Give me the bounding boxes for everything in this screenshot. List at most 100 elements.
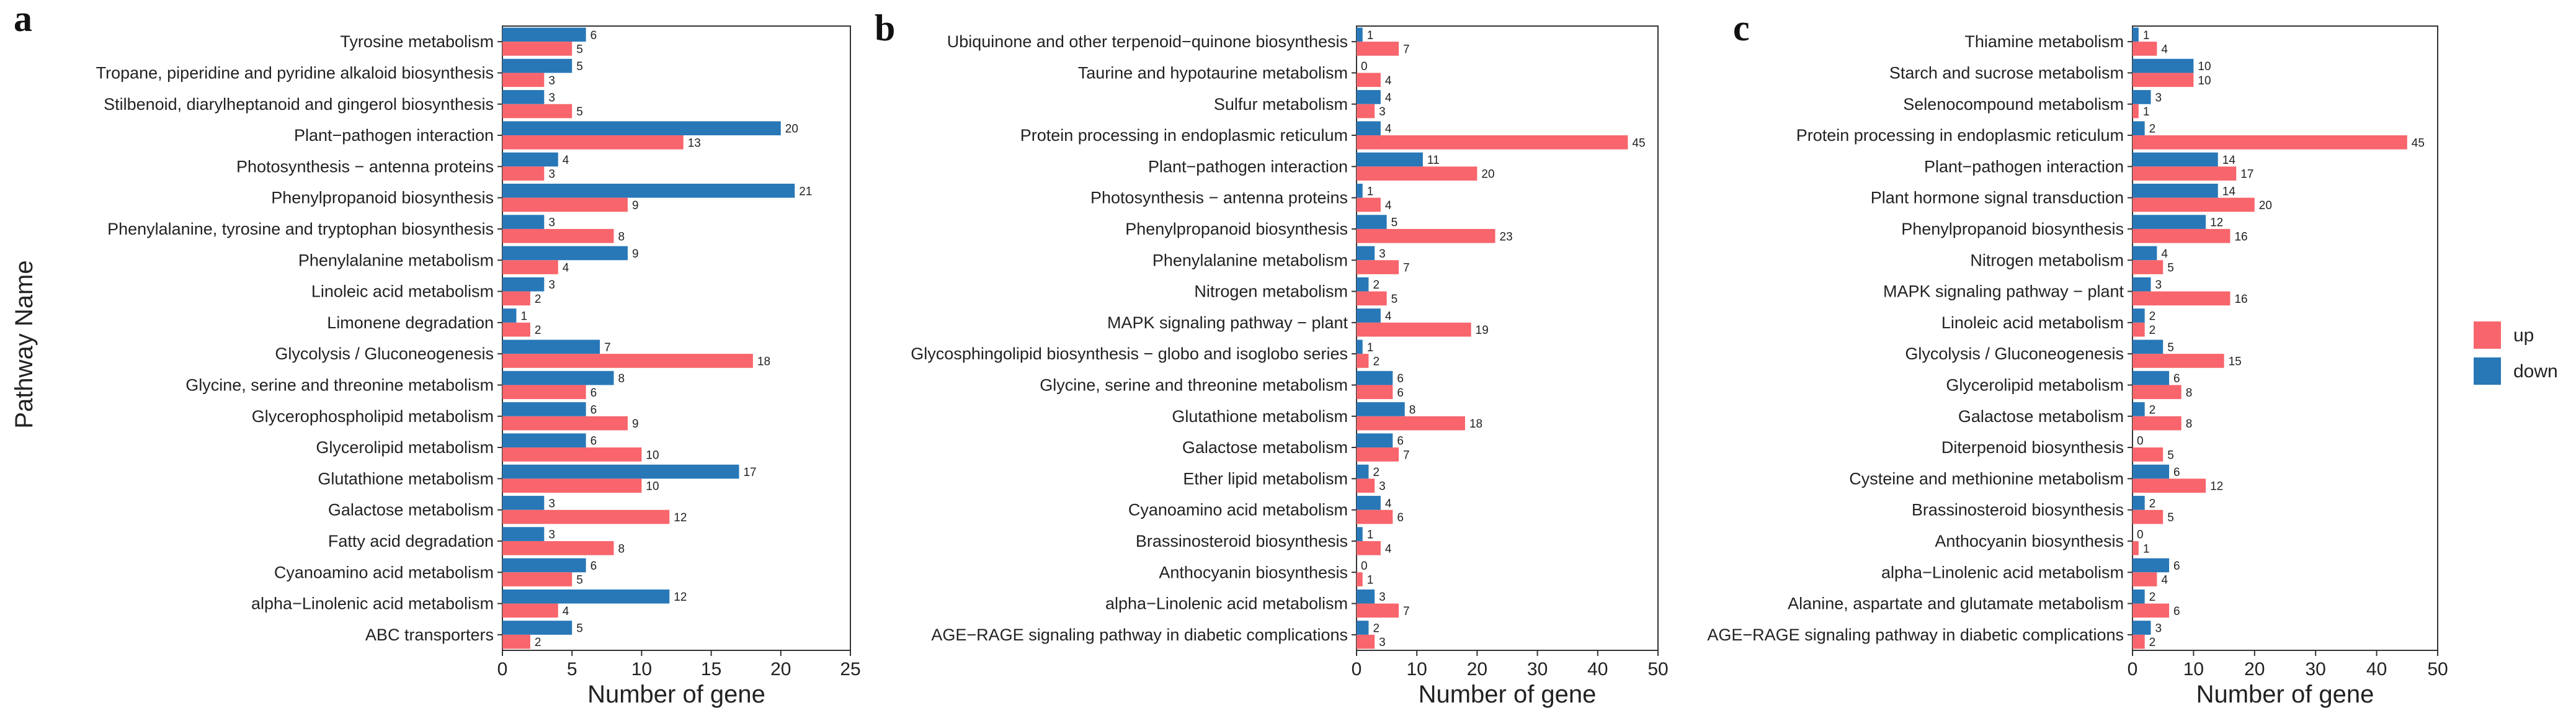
value-label-down: 3 <box>548 529 555 542</box>
bar-down <box>1357 277 1369 292</box>
value-label-up: 6 <box>1397 511 1404 524</box>
value-label-up: 4 <box>1385 199 1392 212</box>
bar-up <box>2133 572 2157 586</box>
category-label: Plant−pathogen interaction <box>294 126 494 145</box>
value-label-down: 9 <box>632 248 639 261</box>
bar-up <box>2133 385 2182 400</box>
value-label-down: 6 <box>591 435 597 448</box>
value-label-down: 11 <box>1427 154 1440 167</box>
value-label-up: 2 <box>535 324 541 337</box>
value-label-up: 3 <box>1379 105 1386 119</box>
value-label-down: 2 <box>2149 310 2156 323</box>
bar-down <box>1357 308 1381 323</box>
bar-down <box>502 496 545 510</box>
bar-down <box>502 558 586 573</box>
bar-down <box>1357 621 1369 635</box>
bar-down <box>2133 496 2145 510</box>
value-label-up: 8 <box>2186 387 2193 400</box>
bar-down <box>1357 90 1381 104</box>
value-label-down: 2 <box>2149 123 2156 136</box>
value-label-down: 2 <box>1373 466 1379 479</box>
bar-down <box>2133 58 2194 73</box>
value-label-down: 10 <box>2198 60 2211 73</box>
category-label: Tyrosine metabolism <box>340 32 494 51</box>
plot-frame <box>502 25 851 651</box>
bar-up <box>2133 416 2182 431</box>
value-label-up: 3 <box>1379 480 1386 493</box>
bar-up <box>502 354 753 368</box>
bar-up <box>1357 197 1381 212</box>
value-label-up: 6 <box>1397 387 1404 400</box>
value-label-down: 3 <box>548 217 555 230</box>
x-tick-label: 10 <box>1407 659 1427 680</box>
value-label-down: 5 <box>576 60 583 73</box>
bar-up <box>502 197 628 212</box>
x-tick-label: 20 <box>770 659 791 680</box>
value-label-up: 9 <box>632 418 639 431</box>
value-label-down: 0 <box>1361 60 1368 73</box>
category-label: ABC transporters <box>365 626 494 644</box>
value-label-down: 5 <box>576 622 583 635</box>
bar-up <box>1357 42 1399 56</box>
panel-letter: c <box>1733 7 1750 48</box>
category-label: alpha−Linolenic acid metabolism <box>1105 595 1348 613</box>
value-label-up: 8 <box>2186 418 2193 431</box>
category-label: Protein processing in endoplasmic reticu… <box>1796 126 2124 145</box>
bar-up <box>2133 135 2407 150</box>
bar-up <box>2133 603 2170 618</box>
bar-down <box>2133 558 2170 573</box>
value-label-down: 1 <box>1367 29 1374 42</box>
bar-down <box>502 339 600 354</box>
value-label-down: 12 <box>2210 217 2223 230</box>
value-label-up: 15 <box>2229 355 2242 368</box>
value-label-up: 2 <box>535 636 541 649</box>
bar-up <box>1357 541 1381 555</box>
category-label: Photosynthesis − antenna proteins <box>236 157 494 176</box>
value-label-down: 6 <box>2173 466 2180 479</box>
value-label-down: 17 <box>743 466 756 479</box>
x-tick-label: 10 <box>2183 659 2204 680</box>
value-label-down: 2 <box>1373 279 1379 292</box>
value-label-up: 16 <box>2234 293 2247 306</box>
category-label: Limonene degradation <box>327 313 494 332</box>
category-label: Sulfur metabolism <box>1214 95 1348 114</box>
value-label-down: 5 <box>1391 217 1398 230</box>
category-label: Galactose metabolism <box>1958 407 2124 426</box>
x-tick-label: 25 <box>840 659 860 680</box>
value-label-up: 6 <box>591 387 597 400</box>
bar-up <box>1357 322 1471 337</box>
value-label-up: 4 <box>563 605 569 618</box>
category-label: Glycine, serine and threonine metabolism <box>1040 375 1348 394</box>
bar-up <box>502 228 614 243</box>
value-label-up: 7 <box>1403 262 1410 275</box>
bar-up <box>1357 478 1375 493</box>
category-label: Plant−pathogen interaction <box>1148 157 1348 176</box>
value-label-up: 9 <box>632 199 639 212</box>
category-label: Brassinosteroid biosynthesis <box>1136 532 1348 550</box>
bar-up <box>502 322 530 337</box>
bar-up <box>1357 603 1399 618</box>
bar-down <box>1357 152 1423 167</box>
bar-up <box>502 42 573 56</box>
value-label-up: 7 <box>1403 43 1410 56</box>
x-tick-label: 30 <box>2306 659 2326 680</box>
bar-up <box>502 104 573 119</box>
bar-up <box>1357 73 1381 88</box>
value-label-up: 10 <box>646 449 659 462</box>
category-label: Phenylalanine metabolism <box>298 251 494 269</box>
legend-label-up: up <box>2513 325 2534 346</box>
value-label-down: 8 <box>1409 403 1416 416</box>
value-label-down: 1 <box>1367 529 1374 542</box>
bar-up <box>502 447 642 462</box>
category-label: Galactose metabolism <box>328 501 494 519</box>
bar-up <box>502 73 545 88</box>
bar-up <box>2133 634 2145 649</box>
bar-up <box>502 634 530 649</box>
category-label: Cyanoamino acid metabolism <box>274 563 494 581</box>
value-label-down: 4 <box>1385 497 1392 510</box>
category-label: MAPK signaling pathway − plant <box>1107 313 1348 332</box>
category-label: Nitrogen metabolism <box>1970 251 2124 269</box>
bar-up <box>502 509 670 524</box>
legend: up down <box>2474 321 2558 385</box>
value-label-up: 3 <box>548 74 555 88</box>
